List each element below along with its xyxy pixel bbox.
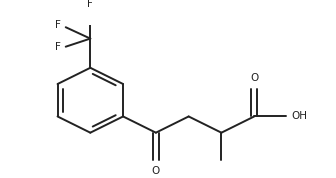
Text: F: F <box>55 20 61 30</box>
Text: F: F <box>87 0 93 9</box>
Text: O: O <box>152 166 160 176</box>
Text: OH: OH <box>291 111 307 121</box>
Text: O: O <box>250 73 258 83</box>
Text: F: F <box>55 42 61 52</box>
